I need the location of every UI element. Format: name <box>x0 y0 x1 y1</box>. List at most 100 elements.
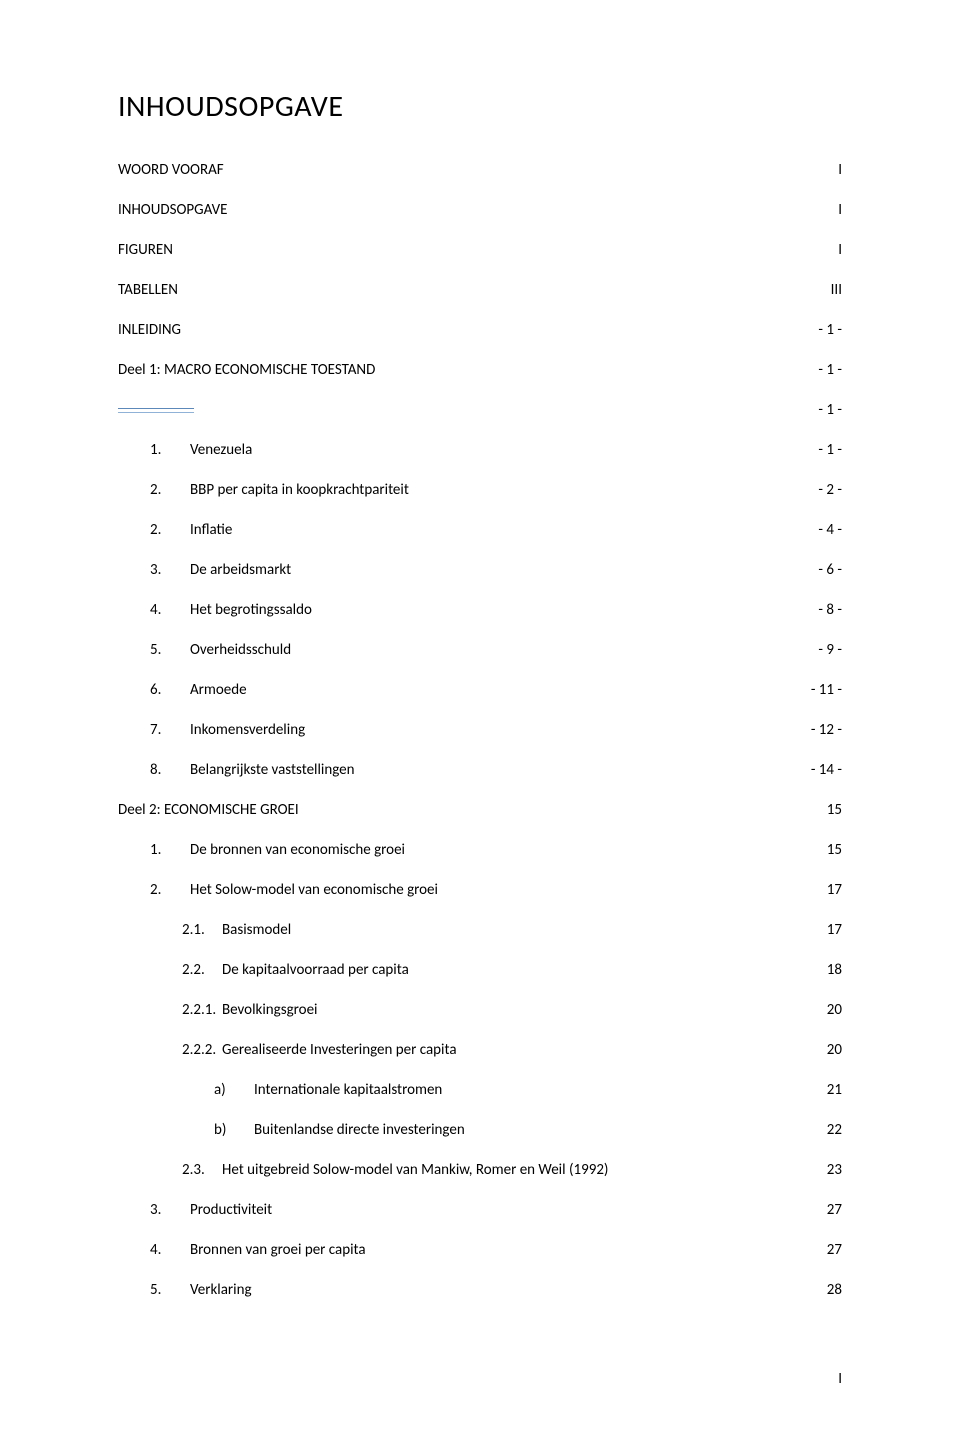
toc-entry: INHOUDSOPGAVE I <box>118 201 842 219</box>
toc-entry-label: INLEIDING <box>118 321 181 339</box>
toc-entry: 5.Verklaring28 <box>150 1281 842 1299</box>
toc-page-number: 27 <box>827 1241 842 1259</box>
toc-page-number: 22 <box>827 1121 842 1139</box>
toc-entry-label: 2.Inflatie <box>150 521 232 539</box>
toc-page-number: III <box>831 281 842 299</box>
toc-entry-text: Productiviteit <box>190 1201 272 1219</box>
toc-entry-text: Buitenlandse directe investeringen <box>254 1121 465 1139</box>
toc-entry-text: Deel 1: MACRO ECONOMISCHE TOESTAND <box>118 361 375 379</box>
toc-entry-number: 2.2. <box>182 961 222 979</box>
toc-page-number: - 1 - <box>818 401 842 419</box>
toc-entry: 2.BBP per capita in koopkrachtpariteit - … <box>150 481 842 499</box>
toc-entry-label: 5.Overheidsschuld <box>150 641 291 659</box>
toc-rule: - 1 - <box>118 401 842 419</box>
toc-entry: a)Internationale kapitaalstromen21 <box>214 1081 842 1099</box>
toc-page-number: 15 <box>827 801 842 819</box>
toc-entry-number: 2.2.1. <box>182 1001 222 1019</box>
toc-entry-label: Deel 2: ECONOMISCHE GROEI <box>118 801 299 819</box>
toc-entry: 1.Venezuela- 1 - <box>150 441 842 459</box>
toc-page-number: - 12 - <box>811 721 842 739</box>
toc-entry-number: 2.2.2. <box>182 1041 222 1059</box>
toc-entry: 8.Belangrijkste vaststellingen - 14 - <box>150 761 842 779</box>
toc-entry-number: 6. <box>150 681 190 699</box>
toc-entry: 3.De arbeidsmarkt - 6 - <box>150 561 842 579</box>
toc-entry: 2.1.Basismodel17 <box>182 921 842 939</box>
toc-entry-label: 2.BBP per capita in koopkrachtpariteit <box>150 481 409 499</box>
footer-page-number: I <box>838 1370 842 1388</box>
toc-entry: 2.2.2.Gerealiseerde Investeringen per ca… <box>182 1041 842 1059</box>
toc-entry-text: Het uitgebreid Solow-model van Mankiw, R… <box>222 1161 608 1179</box>
table-of-contents: WOORD VOORAF I INHOUDSOPGAVE I FIGURENI TABEL… <box>118 161 842 1299</box>
toc-page-number: - 1 - <box>818 321 842 339</box>
toc-entry-label: TABELLEN <box>118 281 178 299</box>
toc-page-number: I <box>838 201 842 219</box>
toc-entry: FIGURENI <box>118 241 842 259</box>
toc-entry-text: Bronnen van groei per capita <box>190 1241 366 1259</box>
toc-page-number: 27 <box>827 1201 842 1219</box>
toc-entry: 5.Overheidsschuld - 9 - <box>150 641 842 659</box>
toc-page-number: - 2 - <box>818 481 842 499</box>
toc-entry-number: 2.3. <box>182 1161 222 1179</box>
toc-page-number: 23 <box>827 1161 842 1179</box>
toc-page-number: - 9 - <box>818 641 842 659</box>
toc-entry: 2.Het Solow-model van economische groei 1… <box>150 881 842 899</box>
toc-entry-number: b) <box>214 1121 254 1139</box>
toc-entry: 4.Bronnen van groei per capita 27 <box>150 1241 842 1259</box>
toc-entry-label: 3.De arbeidsmarkt <box>150 561 291 579</box>
toc-page-number: 17 <box>827 881 842 899</box>
toc-entry: 7.Inkomensverdeling - 12 - <box>150 721 842 739</box>
toc-entry: 6.Armoede - 11 - <box>150 681 842 699</box>
toc-entry-label: 7.Inkomensverdeling <box>150 721 305 739</box>
toc-entry-number: 4. <box>150 601 190 619</box>
toc-entry-number: 8. <box>150 761 190 779</box>
toc-page-number: - 8 - <box>818 601 842 619</box>
toc-entry-text: Gerealiseerde Investeringen per capita <box>222 1041 457 1059</box>
toc-entry: TABELLEN III <box>118 281 842 299</box>
toc-entry-label: 2.Het Solow-model van economische groei <box>150 881 438 899</box>
page-title: INHOUDSOPGAVE <box>118 88 842 125</box>
toc-entry-label: 1.Venezuela <box>150 441 252 459</box>
toc-page-number: - 11 - <box>811 681 842 699</box>
toc-entry-label: 6.Armoede <box>150 681 247 699</box>
toc-entry-label: FIGUREN <box>118 241 173 259</box>
toc-entry-label: 8.Belangrijkste vaststellingen <box>150 761 355 779</box>
toc-entry-label: Deel 1: MACRO ECONOMISCHE TOESTAND <box>118 361 375 379</box>
toc-entry-text: De arbeidsmarkt <box>190 561 291 579</box>
toc-page-number: 20 <box>827 1041 842 1059</box>
toc-entry-label: INHOUDSOPGAVE <box>118 201 228 219</box>
toc-page-number: 17 <box>827 921 842 939</box>
toc-entry-number: 2. <box>150 521 190 539</box>
toc-entry-number: 2. <box>150 481 190 499</box>
toc-entry-label: 2.2.1.Bevolkingsgroei <box>182 1001 317 1019</box>
toc-entry-label: a)Internationale kapitaalstromen <box>214 1081 442 1099</box>
toc-entry-text: Venezuela <box>190 441 252 459</box>
toc-entry-label: 2.2.2.Gerealiseerde Investeringen per ca… <box>182 1041 457 1059</box>
toc-entry-number: 2. <box>150 881 190 899</box>
toc-page-number: - 14 - <box>811 761 842 779</box>
toc-entry-text: Het begrotingssaldo <box>190 601 312 619</box>
toc-entry: 2.Inflatie- 4 - <box>150 521 842 539</box>
toc-entry-text: WOORD VOORAF <box>118 161 224 179</box>
toc-entry-label: 2.3.Het uitgebreid Solow-model van Manki… <box>182 1161 608 1179</box>
toc-entry-text: INLEIDING <box>118 321 181 339</box>
toc-entry: 4.Het begrotingssaldo - 8 - <box>150 601 842 619</box>
toc-page-number: I <box>838 161 842 179</box>
toc-entry-number: 3. <box>150 1201 190 1219</box>
toc-entry-label: b)Buitenlandse directe investeringen <box>214 1121 465 1139</box>
toc-entry: Deel 1: MACRO ECONOMISCHE TOESTAND- 1 - <box>118 361 842 379</box>
toc-entry: 2.3.Het uitgebreid Solow-model van Manki… <box>182 1161 842 1179</box>
toc-entry-text: Overheidsschuld <box>190 641 291 659</box>
toc-entry: WOORD VOORAF I <box>118 161 842 179</box>
toc-entry-label: 4.Het begrotingssaldo <box>150 601 312 619</box>
toc-entry-number: 5. <box>150 1281 190 1299</box>
toc-entry-text: Internationale kapitaalstromen <box>254 1081 442 1099</box>
toc-entry-text: Verklaring <box>190 1281 252 1299</box>
toc-entry-text: De kapitaalvoorraad per capita <box>222 961 409 979</box>
toc-entry-label: 1.De bronnen van economische groei <box>150 841 405 859</box>
toc-entry-text: BBP per capita in koopkrachtpariteit <box>190 481 409 499</box>
toc-entry-text: Bevolkingsgroei <box>222 1001 317 1019</box>
toc-entry-number: 4. <box>150 1241 190 1259</box>
toc-page-number: - 6 - <box>818 561 842 579</box>
toc-entry-text: Belangrijkste vaststellingen <box>190 761 355 779</box>
toc-entry-number: 2.1. <box>182 921 222 939</box>
